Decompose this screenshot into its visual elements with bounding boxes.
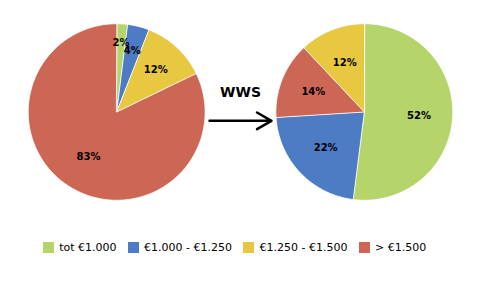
svg-text:2%: 2% xyxy=(112,37,130,49)
svg-text:WWS: WWS xyxy=(220,84,261,100)
svg-text:52%: 52% xyxy=(407,110,431,121)
svg-text:22%: 22% xyxy=(314,142,338,153)
html-text:tot €1.000: tot €1.000 xyxy=(59,241,117,254)
html-text:€1.250 - €1.500: €1.250 - €1.500 xyxy=(259,241,348,254)
svg-text:83%: 83% xyxy=(76,151,100,162)
html-text:> €1.500: > €1.500 xyxy=(375,241,427,254)
svg-text:12%: 12% xyxy=(333,57,357,68)
html-text:€1.000 - €1.250: €1.000 - €1.250 xyxy=(144,241,233,254)
svg-text:14%: 14% xyxy=(301,86,325,97)
svg-text:12%: 12% xyxy=(144,64,168,75)
svg-text:4%: 4% xyxy=(124,45,141,56)
